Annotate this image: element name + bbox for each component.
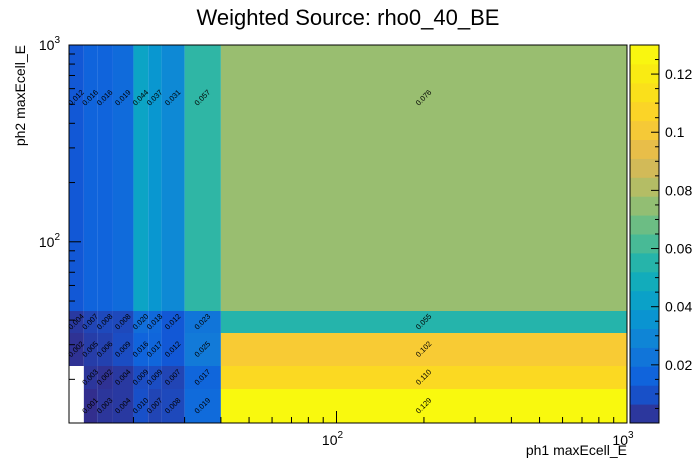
heatmap-cell [161, 366, 185, 389]
palette-swatch [630, 404, 659, 424]
palette-swatch [630, 290, 659, 311]
palette-swatch [630, 271, 659, 292]
palette-swatch [630, 63, 659, 84]
chart-title: Weighted Source: rho0_40_BE [197, 5, 500, 30]
heatmap-cell [83, 389, 98, 423]
palette-swatch [630, 366, 659, 386]
palette-swatch [630, 328, 659, 348]
heatmap-cell [148, 45, 162, 311]
heatmap-cell [184, 366, 221, 389]
palette-swatch [630, 101, 659, 122]
plot-frame [68, 44, 628, 424]
heatmap-cell [69, 45, 84, 311]
heatmap-cell [184, 333, 221, 366]
palette-tick-label: 0.04 [665, 299, 692, 315]
heatmap-cell [69, 333, 84, 366]
palette-swatch [630, 45, 659, 65]
heatmap-cell [112, 366, 134, 389]
palette-swatch [630, 196, 659, 216]
palette-swatch [630, 252, 659, 273]
heatmap-cell [220, 311, 627, 333]
palette-swatch [630, 120, 659, 140]
palette-swatch [630, 347, 659, 367]
heatmap-cell [83, 366, 98, 389]
heatmap-cell [112, 389, 134, 423]
palette-swatch [630, 215, 659, 235]
color-palette: 0.02 0.04 0.06 0.08 0.1 0.12 [629, 44, 692, 424]
x-tick-label: 102 [322, 430, 344, 448]
heatmap-cell [161, 389, 185, 423]
heatmap-cell [161, 45, 185, 311]
y-axis-label: ph2 maxEcell_E [12, 45, 28, 146]
heatmap-cell [97, 311, 113, 333]
heatmap-cell [148, 333, 162, 366]
heatmap-cell [112, 333, 134, 366]
heatmap-cell [133, 333, 149, 366]
heatmap-cells [69, 45, 627, 423]
heatmap-cell [184, 389, 221, 423]
heatmap-cell [220, 333, 627, 366]
heatmap-cell [133, 311, 149, 333]
axes: 102 103 102 103 [39, 35, 634, 448]
heatmap-cell [83, 333, 98, 366]
heatmap-cell [97, 333, 113, 366]
heatmap-cell [161, 311, 185, 333]
heatmap-cell [69, 311, 84, 333]
heatmap-cell [97, 389, 113, 423]
x-tick-label: 103 [612, 430, 634, 448]
heatmap-cell [112, 311, 134, 333]
heatmap-cell [97, 45, 113, 311]
y-tick-label: 103 [39, 35, 61, 53]
heatmap-cell [133, 389, 149, 423]
x-axis-label: ph1 maxEcell_E [526, 442, 627, 458]
heatmap-cell [83, 45, 98, 311]
heatmap-cell [161, 333, 185, 366]
heatmap-cell [148, 366, 162, 389]
palette-tick-label: 0.08 [665, 182, 692, 198]
palette-swatch [630, 158, 659, 178]
palette-tick-label: 0.06 [665, 241, 692, 257]
heatmap-cell [97, 366, 113, 389]
heatmap-cell [184, 311, 221, 333]
palette-swatch [630, 139, 659, 159]
palette-swatch [630, 309, 659, 329]
heatmap-cell [133, 366, 149, 389]
heatmap-cell [133, 45, 149, 311]
heatmap-cell [83, 311, 98, 333]
heatmap-cell [220, 45, 627, 311]
palette-swatch [630, 82, 659, 103]
heatmap-cell [112, 45, 134, 311]
palette-tick-label: 0.12 [665, 66, 692, 82]
palette-tick-label: 0.02 [665, 357, 692, 373]
palette-swatch [630, 177, 659, 197]
heatmap-cell [148, 311, 162, 333]
palette-swatch [630, 385, 659, 405]
palette-tick-label: 0.1 [665, 124, 685, 140]
heatmap-cell [184, 45, 221, 311]
heatmap-cell [220, 366, 627, 389]
heatmap-cell [148, 389, 162, 423]
palette-swatch [630, 234, 659, 254]
y-tick-label: 102 [39, 232, 61, 250]
